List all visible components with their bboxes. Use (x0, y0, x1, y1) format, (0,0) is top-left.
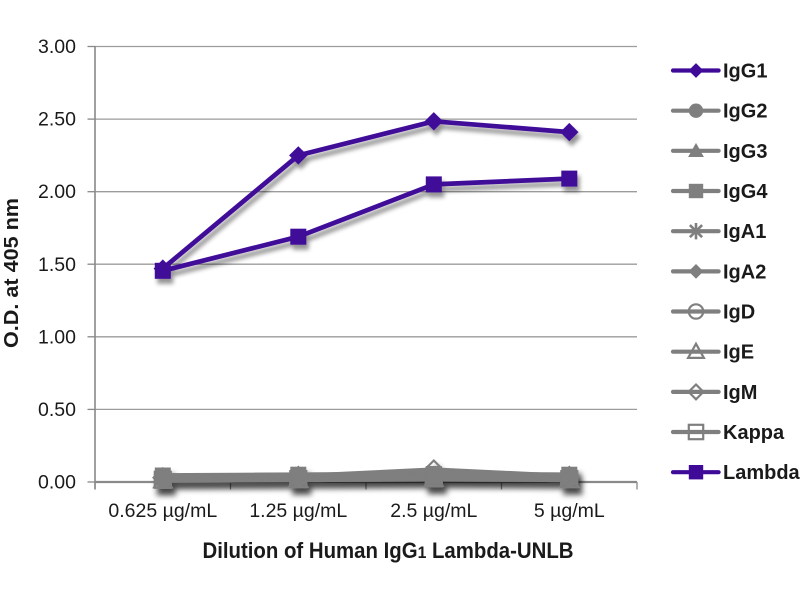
svg-text:5 µg/mL: 5 µg/mL (534, 500, 605, 522)
svg-text:3.00: 3.00 (38, 36, 76, 58)
svg-text:2.00: 2.00 (38, 181, 76, 203)
svg-text:0.50: 0.50 (38, 399, 76, 421)
svg-text:IgG4: IgG4 (723, 181, 768, 203)
svg-text:IgA2: IgA2 (723, 261, 766, 283)
svg-text:O.D. at 405 nm: O.D. at 405 nm (0, 198, 23, 348)
svg-text:IgM: IgM (723, 382, 757, 404)
svg-text:2.50: 2.50 (38, 109, 76, 131)
svg-text:Kappa: Kappa (723, 422, 785, 444)
svg-text:IgG1: IgG1 (723, 61, 767, 83)
svg-text:1.50: 1.50 (38, 254, 76, 276)
svg-text:2.5 µg/mL: 2.5 µg/mL (390, 500, 477, 522)
svg-text:0.00: 0.00 (38, 472, 76, 494)
svg-text:Dilution of Human IgG1 Lambda-: Dilution of Human IgG1 Lambda-UNLB (203, 538, 574, 563)
svg-text:Lambda: Lambda (723, 462, 800, 484)
svg-text:IgG3: IgG3 (723, 141, 767, 163)
svg-text:IgE: IgE (723, 342, 754, 364)
svg-text:1.25 µg/mL: 1.25 µg/mL (249, 500, 347, 522)
svg-text:1.00: 1.00 (38, 326, 76, 348)
svg-text:IgA1: IgA1 (723, 221, 766, 243)
svg-text:IgD: IgD (723, 302, 755, 324)
svg-text:0.625 µg/mL: 0.625 µg/mL (108, 500, 217, 522)
svg-text:IgG2: IgG2 (723, 101, 767, 123)
